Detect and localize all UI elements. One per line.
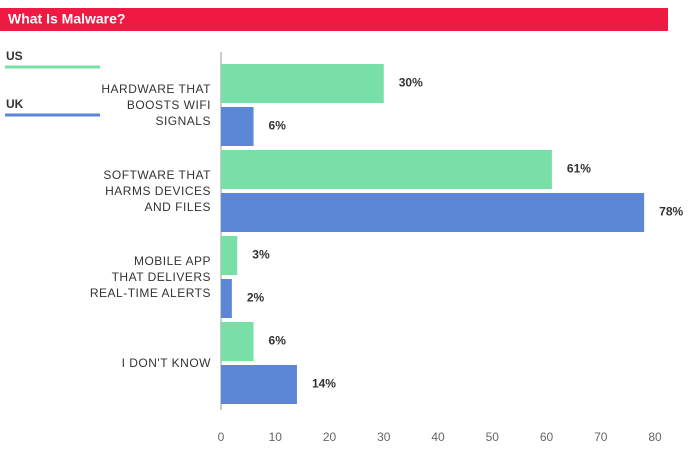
x-tick-label: 0 xyxy=(218,430,225,444)
data-label: 78% xyxy=(659,205,683,219)
bar xyxy=(221,365,297,404)
x-tick-label: 70 xyxy=(594,430,608,444)
bar xyxy=(221,64,384,103)
bar xyxy=(221,322,254,361)
x-tick-label: 40 xyxy=(431,430,445,444)
chart-title: What Is Malware? xyxy=(8,11,125,27)
data-label: 14% xyxy=(312,377,336,391)
x-tick-label: 10 xyxy=(269,430,283,444)
x-tick-label: 80 xyxy=(648,430,662,444)
bar xyxy=(221,279,232,318)
x-tick-label: 30 xyxy=(377,430,391,444)
legend-label: US xyxy=(6,49,23,63)
data-label: 30% xyxy=(399,76,423,90)
x-tick-label: 50 xyxy=(486,430,500,444)
y-tick-label: HARDWARE THAT BOOSTS WIFI SIGNALS xyxy=(101,82,211,128)
y-tick-label: MOBILE APP THAT DELIVERS REAL-TIME ALERT… xyxy=(89,254,211,300)
y-tick-label: I DON'T KNOW xyxy=(121,356,211,370)
data-label: 3% xyxy=(252,248,270,262)
data-label: 61% xyxy=(567,162,591,176)
title-bar xyxy=(0,8,668,31)
bar xyxy=(221,193,645,232)
x-tick-label: 20 xyxy=(323,430,337,444)
data-label: 6% xyxy=(269,119,287,133)
data-label: 6% xyxy=(269,334,287,348)
legend-label: UK xyxy=(6,97,24,111)
bar xyxy=(221,236,238,275)
x-tick-label: 60 xyxy=(540,430,554,444)
bar xyxy=(221,107,254,146)
y-tick-label: SOFTWARE THAT HARMS DEVICES AND FILES xyxy=(103,168,211,214)
bar xyxy=(221,150,552,189)
data-label: 2% xyxy=(247,291,265,305)
